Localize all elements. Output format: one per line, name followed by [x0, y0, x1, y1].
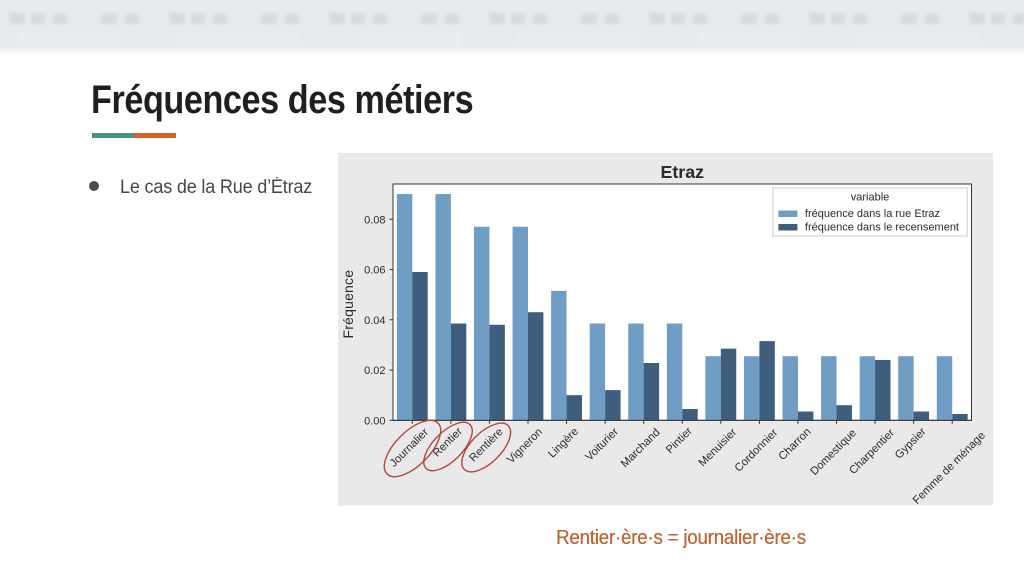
svg-text:fréquence dans la rue Etraz: fréquence dans la rue Etraz [804, 208, 939, 220]
svg-text:fréquence dans le recensement: fréquence dans le recensement [804, 221, 958, 233]
svg-text:Etraz: Etraz [660, 162, 704, 182]
svg-text:0.04: 0.04 [364, 315, 385, 327]
svg-text:0.02: 0.02 [364, 365, 385, 377]
svg-text:Fréquence: Fréquence [340, 270, 356, 339]
svg-text:0.06: 0.06 [364, 265, 385, 277]
svg-text:0.00: 0.00 [364, 415, 385, 427]
svg-text:variable: variable [850, 192, 889, 204]
svg-text:0.08: 0.08 [364, 214, 385, 226]
